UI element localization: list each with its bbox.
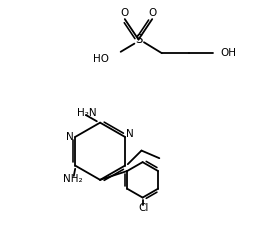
Text: N: N [126,129,134,139]
Text: N: N [66,132,74,142]
Text: O: O [148,8,156,18]
Text: S: S [135,33,142,46]
Text: HO: HO [93,54,109,63]
Text: O: O [121,8,129,18]
Text: OH: OH [221,48,237,58]
Text: NH₂: NH₂ [63,174,82,184]
Text: H₂N: H₂N [77,108,96,118]
Text: Cl: Cl [138,203,149,213]
